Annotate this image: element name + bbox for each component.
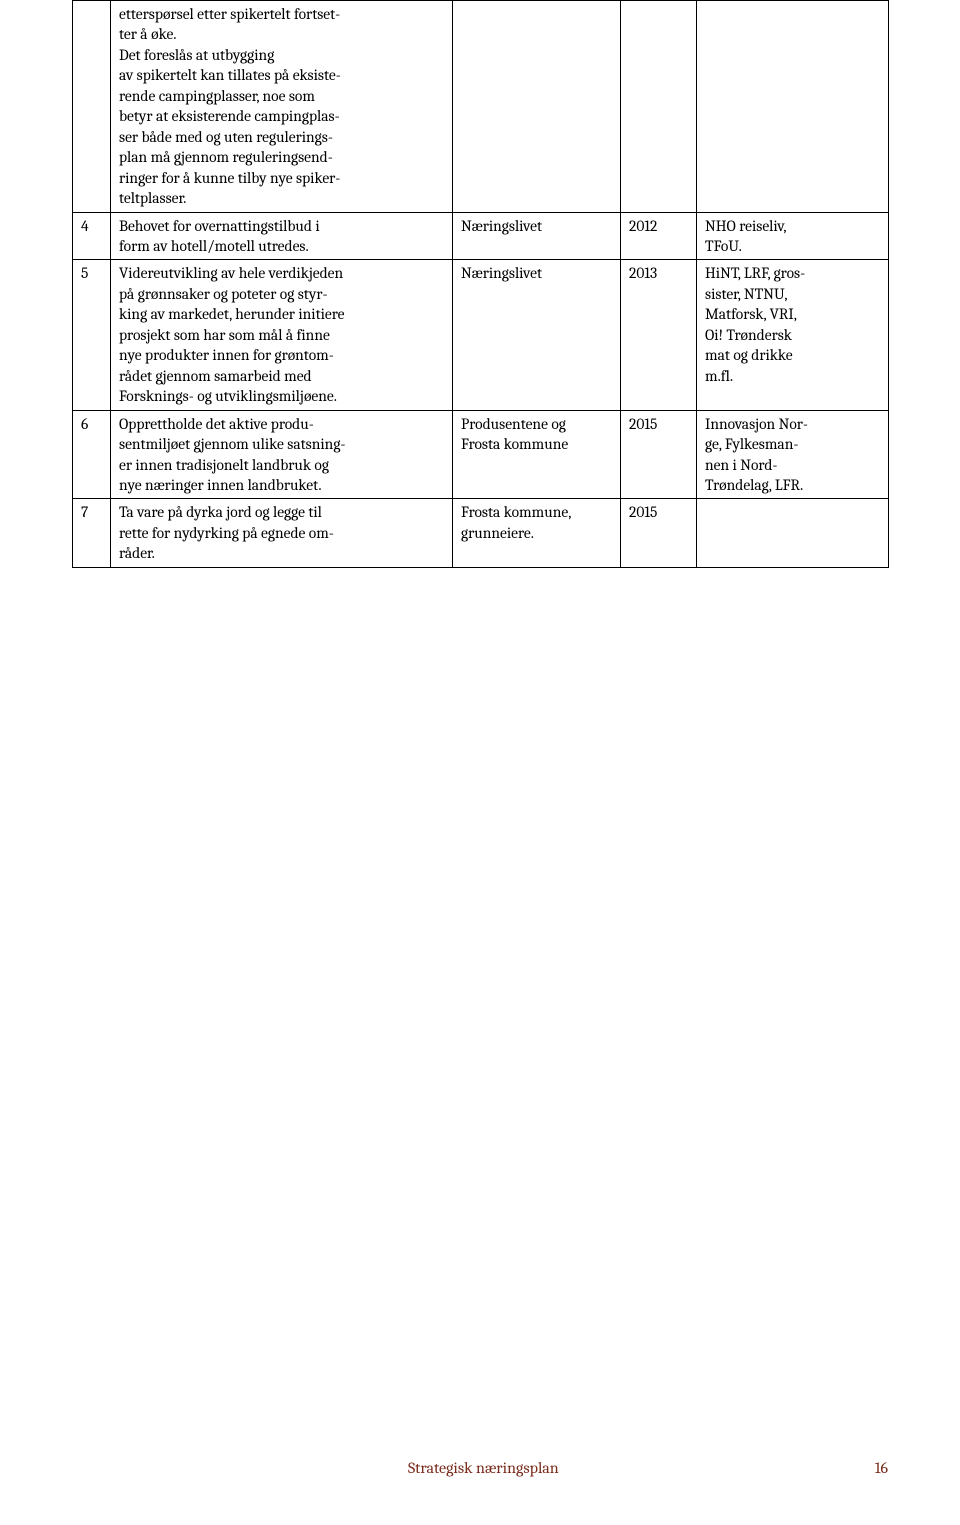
footer-page-number: 16: [875, 1459, 888, 1477]
cell-actor: Produsentene og Frosta kommune: [453, 410, 621, 499]
cell-desc: Behovet for overnattingstilbud i form av…: [111, 212, 453, 260]
page-content: etterspørsel etter spikertelt fortset- t…: [0, 0, 960, 568]
cell-year: 2012: [621, 212, 697, 260]
cell-year: 2013: [621, 260, 697, 410]
cell-desc: etterspørsel etter spikertelt fortset- t…: [111, 1, 453, 213]
cell-partners: Innovasjon Nor- ge, Fylkesman- nen i Nor…: [697, 410, 889, 499]
cell-desc: Ta vare på dyrka jord og legge til rette…: [111, 499, 453, 567]
cell-num: 4: [73, 212, 111, 260]
cell-partners: [697, 499, 889, 567]
data-table: etterspørsel etter spikertelt fortset- t…: [72, 0, 889, 568]
cell-actor: Næringslivet: [453, 260, 621, 410]
table-row: etterspørsel etter spikertelt fortset- t…: [73, 1, 889, 213]
cell-actor: Frosta kommune, grunneiere.: [453, 499, 621, 567]
page-footer: Strategisk næringsplan 16: [72, 1459, 888, 1477]
table-row: 5 Videreutvikling av hele verdikjeden på…: [73, 260, 889, 410]
cell-partners: HiNT, LRF, gros- sister, NTNU, Matforsk,…: [697, 260, 889, 410]
cell-num: 7: [73, 499, 111, 567]
cell-num: 6: [73, 410, 111, 499]
footer-title: Strategisk næringsplan: [112, 1459, 855, 1477]
table-row: 7 Ta vare på dyrka jord og legge til ret…: [73, 499, 889, 567]
cell-year: 2015: [621, 499, 697, 567]
cell-desc: Videreutvikling av hele verdikjeden på g…: [111, 260, 453, 410]
cell-partners: NHO reiseliv, TFoU.: [697, 212, 889, 260]
cell-desc: Opprettholde det aktive produ- sentmiljø…: [111, 410, 453, 499]
cell-year: 2015: [621, 410, 697, 499]
table-body: etterspørsel etter spikertelt fortset- t…: [73, 1, 889, 568]
cell-actor: [453, 1, 621, 213]
cell-num: 5: [73, 260, 111, 410]
cell-year: [621, 1, 697, 213]
cell-partners: [697, 1, 889, 213]
table-row: 6 Opprettholde det aktive produ- sentmil…: [73, 410, 889, 499]
table-row: 4 Behovet for overnattingstilbud i form …: [73, 212, 889, 260]
cell-num: [73, 1, 111, 213]
cell-actor: Næringslivet: [453, 212, 621, 260]
